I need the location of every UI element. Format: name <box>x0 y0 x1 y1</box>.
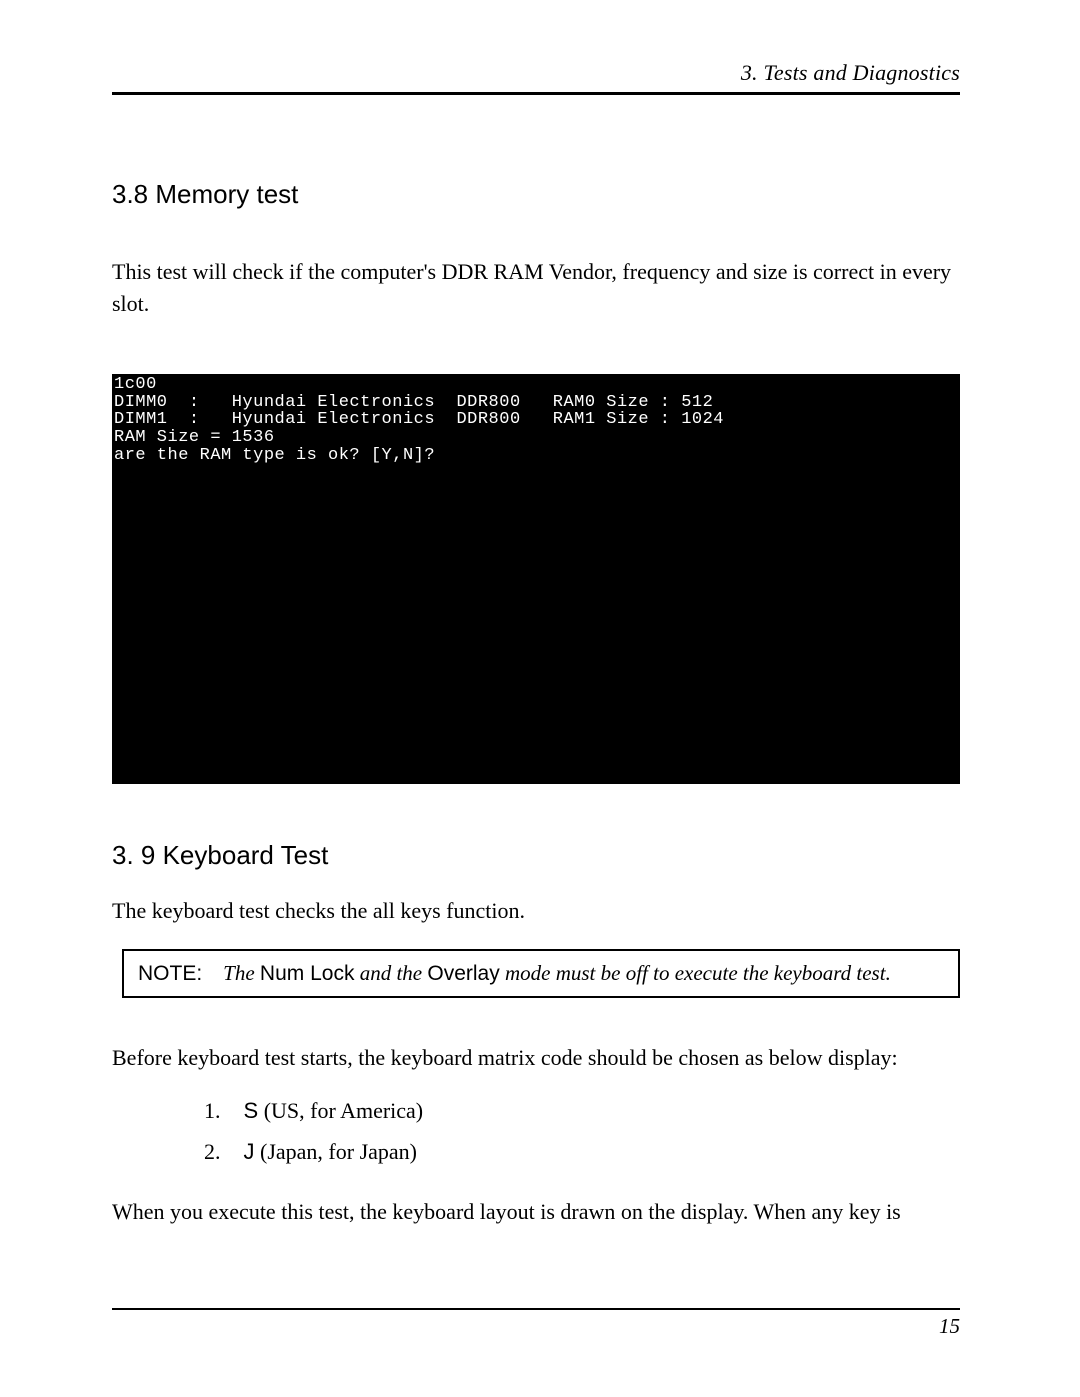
keyboard-test-closing: When you execute this test, the keyboard… <box>112 1196 960 1228</box>
list-key: J <box>244 1139 255 1164</box>
note-text-3: mode must be off to execute the keyboard… <box>505 961 891 985</box>
page-footer: 15 <box>112 1308 960 1339</box>
note-term-numlock: Num Lock <box>260 962 355 985</box>
keyboard-test-intro: The keyboard test checks the all keys fu… <box>112 895 960 927</box>
note-box: NOTE: The Num Lock and the Overlay mode … <box>122 949 960 998</box>
list-number: 1. <box>204 1092 238 1129</box>
list-key: S <box>244 1098 259 1123</box>
list-number: 2. <box>204 1133 238 1170</box>
list-desc: (US, for America) <box>258 1098 423 1123</box>
note-term-overlay: Overlay <box>427 962 499 985</box>
section-heading-keyboard-test: 3. 9 Keyboard Test <box>112 840 960 871</box>
keyboard-matrix-intro: Before keyboard test starts, the keyboar… <box>112 1042 960 1074</box>
running-header: 3. Tests and Diagnostics <box>112 60 960 86</box>
memory-test-intro: This test will check if the computer's D… <box>112 256 960 320</box>
note-text-1: The <box>223 961 255 985</box>
keyboard-option-list: 1. S (US, for America) 2. J (Japan, for … <box>112 1092 960 1171</box>
header-rule <box>112 92 960 95</box>
page: 3. Tests and Diagnostics 3.8 Memory test… <box>0 0 1080 1397</box>
list-item: 2. J (Japan, for Japan) <box>204 1133 960 1170</box>
list-desc: (Japan, for Japan) <box>255 1139 418 1164</box>
footer-rule <box>112 1308 960 1310</box>
list-item: 1. S (US, for America) <box>204 1092 960 1129</box>
note-text-2: and the <box>360 961 422 985</box>
note-label: NOTE: <box>138 962 202 985</box>
page-number: 15 <box>112 1314 960 1339</box>
terminal-output: 1c00 DIMM0 : Hyundai Electronics DDR800 … <box>112 374 960 784</box>
section-heading-memory-test: 3.8 Memory test <box>112 179 960 210</box>
